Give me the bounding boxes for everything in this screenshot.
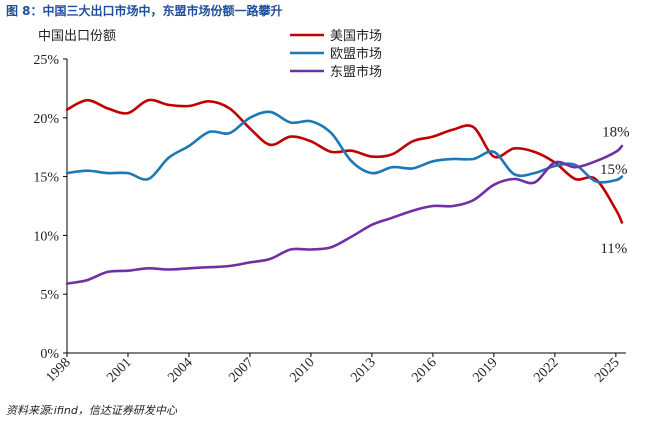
series-line-2: [65, 144, 624, 285]
y-tick-label: 25%: [33, 53, 59, 68]
legend-label: 美国市场: [330, 28, 382, 44]
x-tick-label: 2010: [287, 355, 317, 385]
x-tick-label: 2013: [348, 355, 378, 385]
data-annotation: 15%: [600, 162, 628, 178]
source-note: 资料来源:ifind，信达证券研发中心: [6, 404, 177, 417]
x-tick-label: 2007: [226, 355, 256, 385]
annotations: 18% 15% 11%: [600, 125, 630, 257]
legend-label: 东盟市场: [330, 64, 382, 80]
y-tick-label: 15%: [33, 171, 59, 186]
x-tick-label: 2025: [592, 355, 622, 385]
x-tick-label: 2019: [470, 355, 500, 385]
y-axis-label: 中国出口份额: [38, 29, 116, 44]
y-tick-label: 10%: [33, 229, 59, 244]
x-tick-label: 2022: [531, 355, 561, 385]
x-tick-label: 2004: [165, 355, 195, 385]
figure-title: 图 8：中国三大出口市场中，东盟市场份额一路攀升: [6, 4, 283, 18]
series-layer: [65, 98, 624, 285]
y-tick-label: 20%: [33, 112, 59, 127]
data-annotation: 18%: [602, 125, 630, 141]
series-line-1: [65, 110, 624, 184]
axes: [66, 59, 626, 354]
data-annotation: 11%: [600, 241, 627, 257]
x-tick-label: 2001: [104, 355, 134, 385]
series-line-0: [65, 98, 624, 224]
y-tick-label: 0%: [40, 347, 59, 362]
legend-label: 欧盟市场: [330, 46, 382, 62]
y-tick-label: 5%: [40, 288, 59, 303]
x-tick-label: 2016: [409, 355, 439, 385]
ticks: 0%5%10%15%20%25%1998 2001 2004 2007 2010 2013…: [33, 53, 622, 386]
